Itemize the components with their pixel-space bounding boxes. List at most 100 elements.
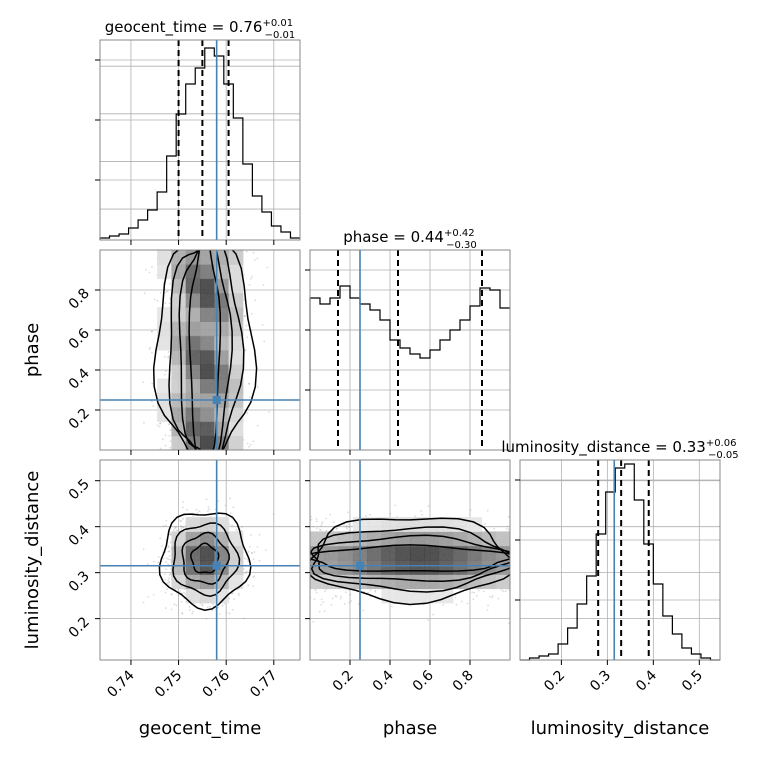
sample-point	[246, 558, 249, 561]
sample-point	[240, 529, 243, 532]
title-geocent_time: geocent_time = 0.76+0.01 −0.01	[105, 18, 296, 41]
sample-point	[314, 589, 317, 591]
panel-frame	[519, 459, 721, 661]
density-cell	[367, 545, 382, 561]
sample-point	[201, 604, 204, 607]
density-cell	[395, 545, 411, 561]
sample-point	[170, 593, 173, 596]
density-cell	[228, 292, 244, 308]
histogram-geocent_time	[99, 47, 300, 240]
sample-point	[158, 425, 161, 428]
sample-point	[151, 351, 153, 354]
density-cell	[367, 560, 382, 575]
sample-point	[167, 563, 169, 565]
density-cell	[228, 545, 244, 561]
x-axis-label-geocent_time: geocent_time	[139, 718, 262, 739]
density-cell	[185, 292, 201, 308]
density-cell	[495, 574, 510, 590]
sample-point	[159, 291, 162, 294]
sample-point	[243, 315, 246, 318]
density-cell	[200, 335, 215, 351]
sample-point	[147, 596, 150, 598]
density-cell	[200, 435, 215, 450]
density-cell	[214, 350, 230, 365]
sample-point	[182, 501, 185, 503]
sample-point	[168, 550, 171, 553]
x-axis-label-phase: phase	[383, 718, 437, 739]
sample-point	[347, 526, 350, 529]
sample-point	[235, 528, 238, 531]
x-tick-label-geocent_time: 0.75	[152, 668, 185, 701]
density-cell	[214, 264, 230, 280]
sample-point	[247, 560, 250, 563]
sample-point	[420, 510, 423, 512]
sample-point	[349, 593, 352, 596]
sample-point	[165, 607, 167, 609]
sample-point	[151, 382, 154, 385]
x-tick-label-luminosity_distance: 0.2	[541, 668, 568, 695]
sample-point	[256, 386, 259, 388]
sample-point	[248, 382, 251, 385]
sample-point	[343, 523, 345, 526]
contour-2	[172, 522, 241, 597]
y-axis-label-phase: phase	[22, 323, 43, 377]
density-cell	[410, 545, 425, 561]
sample-point	[244, 315, 246, 318]
sample-point	[330, 604, 333, 606]
density-cell	[200, 364, 215, 380]
sample-point	[201, 603, 204, 606]
density-cell	[200, 278, 215, 294]
sample-point	[242, 568, 245, 570]
sample-point	[247, 584, 250, 587]
title-value: phase = 0.44	[343, 228, 444, 246]
sample-point	[168, 584, 170, 587]
density-cell	[228, 264, 244, 280]
sample-point	[345, 526, 348, 529]
contour-2	[168, 250, 245, 450]
density-cell	[185, 574, 201, 590]
sample-point	[313, 598, 316, 601]
sample-point	[340, 595, 343, 598]
sample-point	[167, 550, 170, 553]
sample-point	[324, 590, 326, 592]
sample-point	[157, 561, 160, 564]
density-cell	[157, 335, 172, 351]
sample-point	[238, 594, 240, 597]
sample-point	[167, 558, 170, 560]
sample-point	[167, 581, 170, 584]
y-tick-label-phase: 0.8	[66, 286, 93, 313]
density-cell	[200, 321, 215, 337]
sample-point	[231, 524, 233, 527]
density-cell	[481, 574, 497, 590]
sample-point	[243, 617, 246, 620]
density-cell	[214, 335, 230, 351]
sample-point	[486, 609, 489, 611]
contour-2	[310, 526, 510, 593]
density-cell	[171, 378, 187, 394]
sample-point	[432, 613, 435, 616]
panel-frame	[99, 249, 301, 451]
sample-point	[245, 570, 248, 573]
sample-point	[230, 593, 233, 595]
sample-point	[253, 575, 256, 578]
sample-point	[312, 620, 315, 623]
sample-point	[192, 515, 195, 517]
sample-point	[339, 597, 342, 600]
sample-point	[325, 517, 327, 520]
sample-point	[183, 591, 185, 594]
sample-point	[166, 582, 169, 584]
sample-point	[169, 531, 171, 534]
sample-point	[256, 424, 259, 427]
sample-point	[486, 509, 489, 512]
sample-point	[245, 324, 248, 327]
x-tick-label-phase: 0.2	[330, 668, 357, 695]
density-cell	[200, 407, 215, 422]
sample-point	[143, 292, 146, 295]
density-cell	[381, 560, 397, 575]
x-axis-label-luminosity_distance: luminosity_distance	[531, 718, 710, 739]
sample-point	[318, 528, 321, 531]
y-tick-label-luminosity_distance: 0.2	[66, 614, 93, 641]
density-cell	[200, 292, 215, 308]
sample-point	[248, 283, 251, 286]
sample-point	[323, 610, 326, 613]
